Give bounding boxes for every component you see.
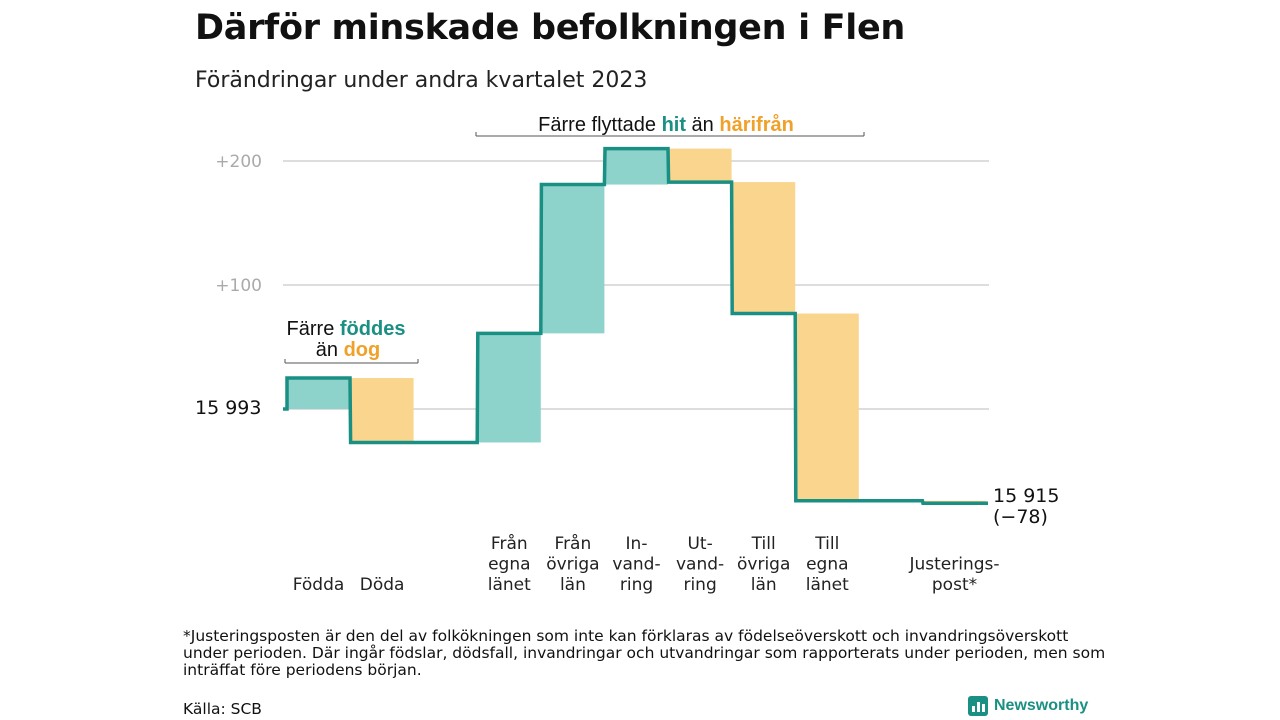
- category-label-line: övriga: [546, 555, 599, 575]
- end-value-label: 15 915 (−78): [993, 485, 1066, 528]
- category-label-line: egna: [488, 555, 530, 575]
- category-label: In-vand-ring: [612, 534, 660, 595]
- annotation-highlight-harifran: härifrån: [719, 113, 793, 136]
- waterfall-bar: [795, 313, 859, 501]
- category-label-line: egna: [806, 555, 848, 575]
- category-label-line: Från: [555, 533, 592, 554]
- category-label-line: ring: [620, 575, 653, 595]
- category-label-line: län: [560, 575, 586, 595]
- category-label: Från övriga län: [546, 533, 599, 595]
- y-tick-label: +100: [215, 276, 262, 296]
- category-label-line: Justerings-: [908, 555, 999, 575]
- category-label-line: Till: [751, 534, 776, 554]
- category-label-line: post*: [932, 575, 977, 595]
- category-label-line: vand-: [612, 555, 660, 575]
- annotation-births-line1: Färre föddes: [287, 318, 406, 340]
- y-axis-ticks: +200 +100: [215, 152, 262, 296]
- annotation-migration-text: Färre flyttade hit än härifrån: [538, 113, 794, 136]
- grid-lines: [283, 160, 989, 410]
- brand-name: Newsworthy: [994, 697, 1089, 714]
- category-label: Döda: [360, 575, 405, 595]
- category-label: Från egna länet: [488, 533, 531, 595]
- brand-logo: Newsworthy: [968, 696, 1088, 716]
- category-label-line: länet: [488, 575, 531, 595]
- category-label-line: länet: [806, 575, 849, 595]
- footnote: *Justeringsposten är den del av folkökni…: [183, 627, 1106, 679]
- bars: [287, 148, 986, 504]
- category-label-line: Döda: [360, 575, 405, 595]
- category-label-line: län: [751, 575, 777, 595]
- annotation-highlight-births: föddes: [340, 318, 406, 340]
- category-label: Födda: [293, 575, 345, 595]
- annotation-highlight-hit: hit: [662, 114, 687, 136]
- category-label-line: ring: [683, 575, 716, 595]
- annotation-migration: Färre flyttade hit än härifrån: [475, 113, 865, 137]
- waterfall-bar: [350, 378, 414, 443]
- category-label-line: In-: [626, 534, 648, 554]
- waterfall-bar: [541, 184, 605, 334]
- annotation-text: än: [686, 114, 719, 136]
- annotation-text: Färre: [287, 318, 340, 340]
- waterfall-bar: [605, 148, 668, 185]
- waterfall-bar: [668, 148, 732, 183]
- newsworthy-logo-icon: [968, 696, 988, 716]
- category-label-line: Från: [491, 533, 528, 554]
- category-label: Till övriga län: [737, 534, 790, 595]
- annotation-text: än: [316, 339, 344, 361]
- annotation-births-deaths: Färre föddes än dog: [284, 318, 419, 364]
- start-value-label: 15 993: [195, 397, 261, 419]
- category-label: Till egna länet: [806, 534, 849, 595]
- category-label: Ut-vand-ring: [676, 534, 724, 595]
- chart-subtitle: Förändringar under andra kvartalet 2023: [195, 68, 648, 93]
- category-label: Justerings-post*: [908, 555, 999, 596]
- source-label: Källa: SCB: [183, 700, 262, 718]
- waterfall-bar: [287, 378, 350, 409]
- category-label-line: Ut-: [687, 534, 712, 554]
- category-label-line: Födda: [293, 575, 345, 595]
- category-label-line: övriga: [737, 555, 790, 575]
- y-tick-label: +200: [215, 152, 262, 172]
- end-change: (−78): [993, 506, 1048, 528]
- annotation-births-line2: än dog: [316, 339, 380, 361]
- category-label-line: vand-: [676, 555, 724, 575]
- annotation-text: Färre flyttade: [538, 114, 661, 136]
- waterfall-bar: [732, 182, 796, 314]
- end-value: 15 915: [993, 485, 1059, 507]
- waterfall-bar: [477, 333, 541, 443]
- chart-title: Därför minskade befolkningen i Flen: [195, 8, 906, 48]
- category-label-line: Till: [814, 534, 839, 554]
- annotation-highlight-deaths: dog: [344, 339, 381, 361]
- cumulative-step-line: [283, 146, 988, 505]
